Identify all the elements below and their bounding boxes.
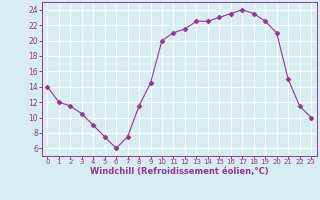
X-axis label: Windchill (Refroidissement éolien,°C): Windchill (Refroidissement éolien,°C) [90,167,268,176]
